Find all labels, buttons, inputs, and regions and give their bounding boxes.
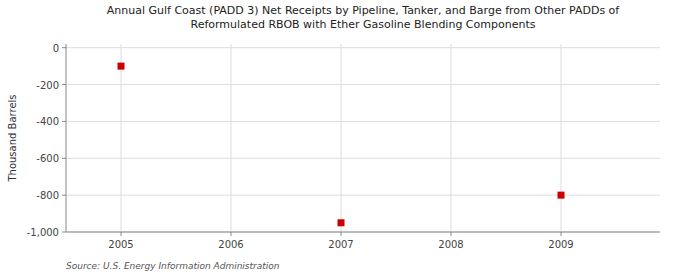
- x-grid-line: [231, 44, 232, 232]
- title-line: Annual Gulf Coast (PADD 3) Net Receipts …: [107, 4, 621, 17]
- point: [118, 63, 125, 70]
- y-grid-line: [66, 158, 660, 159]
- x-grid-line: [451, 44, 452, 232]
- x-tick-label: 2009: [548, 239, 573, 250]
- y-tick-label: -600: [36, 153, 59, 164]
- source: Source: U.S. Energy Information Administ…: [66, 261, 280, 271]
- y-tick-label: -800: [36, 190, 59, 201]
- points: [118, 63, 565, 227]
- y-tick: [62, 158, 66, 159]
- y-axis-label: Thousand Barrels: [7, 94, 18, 182]
- point: [558, 192, 565, 199]
- chart-container: Annual Gulf Coast (PADD 3) Net Receipts …: [0, 0, 675, 275]
- y-tick: [62, 121, 66, 122]
- x-tick: [451, 232, 452, 236]
- x-grid-line: [121, 44, 122, 232]
- y-grid-line: [66, 121, 660, 122]
- y-tick-label: 0: [53, 43, 59, 54]
- y-grid-line: [66, 47, 660, 48]
- x-tick-label: 2007: [328, 239, 353, 250]
- x-grid-line: [341, 44, 342, 232]
- y-tick: [62, 195, 66, 196]
- y-grid-line: [66, 232, 660, 233]
- y-tick-label: -400: [36, 116, 59, 127]
- x-grid-line: [561, 44, 562, 232]
- title: Annual Gulf Coast (PADD 3) Net Receipts …: [107, 4, 621, 31]
- y-tick-label: -200: [36, 80, 59, 91]
- y-tick: [62, 47, 66, 48]
- x-tick-label: 2005: [108, 239, 133, 250]
- x-tick: [231, 232, 232, 236]
- y-tick: [62, 232, 66, 233]
- grid: [66, 44, 660, 232]
- x-axis-line: [66, 232, 660, 233]
- chart: Annual Gulf Coast (PADD 3) Net Receipts …: [0, 0, 675, 275]
- point: [338, 219, 345, 226]
- x-tick: [341, 232, 342, 236]
- y-tick-label: -1,000: [27, 227, 59, 238]
- axes: 0 -200 -400 -600 -800 -1,000 2005 2006 2007 2008 2…: [27, 43, 660, 250]
- y-grid-line: [66, 195, 660, 196]
- y-grid-line: [66, 84, 660, 85]
- x-tick: [561, 232, 562, 236]
- x-tick-label: 2008: [438, 239, 463, 250]
- x-tick-label: 2006: [218, 239, 243, 250]
- y-tick: [62, 84, 66, 85]
- x-tick: [121, 232, 122, 236]
- y-axis-line: [66, 44, 67, 232]
- title-line: Reformulated RBOB with Ether Gasoline Bl…: [191, 18, 536, 31]
